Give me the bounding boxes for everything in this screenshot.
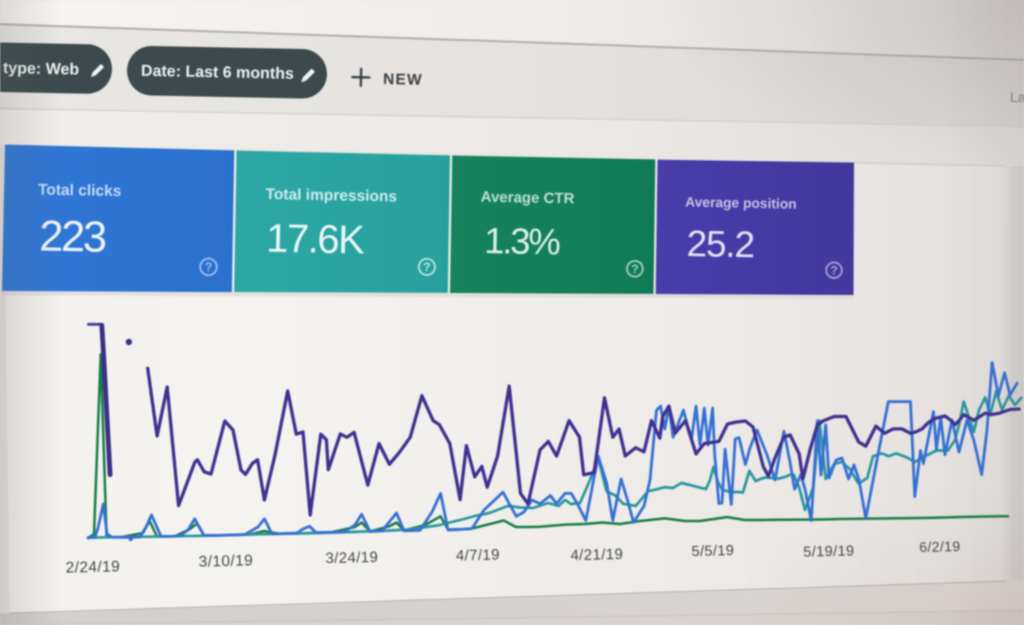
- svg-text:Date: Last 6 months: Date: Last 6 months: [141, 63, 294, 83]
- svg-text:25.2: 25.2: [686, 223, 754, 265]
- svg-text:Average CTR: Average CTR: [481, 189, 575, 208]
- svg-text:?: ?: [423, 260, 430, 274]
- svg-text:4/7/19: 4/7/19: [456, 546, 501, 564]
- svg-text:Total clicks: Total clicks: [38, 182, 122, 201]
- svg-text:17.6K: 17.6K: [266, 217, 366, 263]
- svg-text:4/21/19: 4/21/19: [570, 546, 623, 564]
- svg-text:?: ?: [631, 262, 638, 276]
- svg-text:2/24/19: 2/24/19: [65, 558, 120, 576]
- svg-text:3/24/19: 3/24/19: [325, 549, 378, 567]
- svg-text:Last: Last: [1010, 89, 1024, 105]
- svg-text:1.3%: 1.3%: [484, 220, 561, 262]
- svg-text:3/10/19: 3/10/19: [198, 552, 253, 570]
- svg-text:?: ?: [830, 263, 837, 277]
- svg-text:223: 223: [39, 213, 106, 262]
- svg-text:5/19/19: 5/19/19: [803, 543, 855, 560]
- svg-text:NEW: NEW: [383, 71, 423, 89]
- svg-text:Average position: Average position: [685, 195, 797, 212]
- svg-text:5/5/19: 5/5/19: [691, 543, 734, 560]
- svg-text:type: Web: type: Web: [3, 60, 80, 79]
- svg-text:Total impressions: Total impressions: [265, 186, 397, 206]
- svg-text:?: ?: [205, 260, 212, 274]
- svg-text:6/2/19: 6/2/19: [919, 538, 961, 555]
